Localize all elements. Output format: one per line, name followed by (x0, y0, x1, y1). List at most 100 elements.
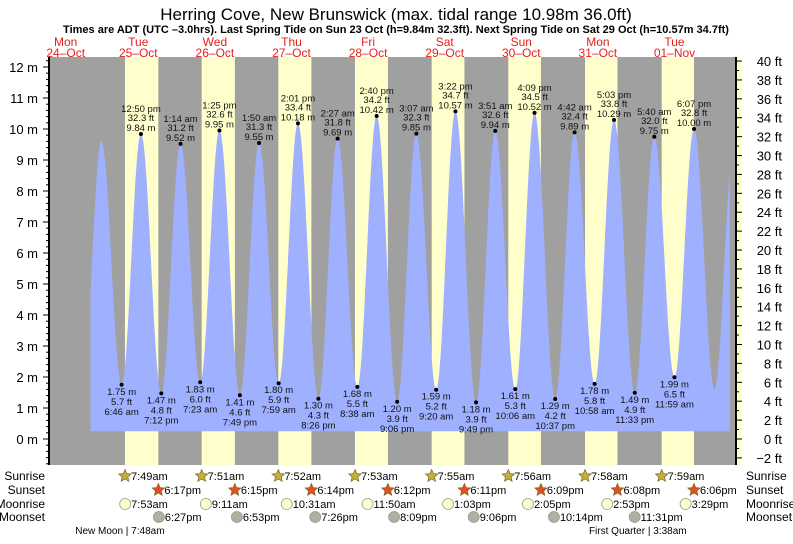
tide-label-m: 1.83 m (186, 384, 215, 395)
moonset-moon-icon (388, 511, 401, 523)
right-tick-label: 4 ft (764, 394, 782, 409)
day-label-date: 29–Oct (425, 46, 464, 60)
tide-label-time: 1:14 am (163, 114, 197, 125)
sunset-time: 6:08pm (623, 485, 660, 497)
sunset-star-icon (227, 482, 242, 497)
tide-area-path (90, 111, 730, 432)
low-tide-point (513, 387, 518, 392)
low-tide-point (316, 396, 321, 401)
sunset-star-icon (457, 482, 472, 497)
tide-label-m: 10.57 m (438, 100, 472, 111)
daylight-band (738, 57, 741, 465)
tide-label-ft: 3.9 ft (465, 414, 486, 425)
tide-label-time: 4:42 am (557, 102, 591, 113)
moonrise-moon-icon (522, 498, 534, 510)
day-label-date: 25–Oct (119, 46, 158, 60)
day-label-date: 26–Oct (196, 46, 235, 60)
tide-label-m: 1.29 m (541, 401, 570, 412)
right-tick-label: 36 ft (757, 92, 783, 107)
high-tide-point (178, 141, 183, 146)
moonrise-moon-icon (442, 498, 454, 510)
tide-label-m: 10.42 m (359, 105, 393, 116)
moonrise-time: 11:50am (374, 499, 416, 511)
tide-label-time: 2:01 pm (281, 93, 315, 104)
tide-label-m: 1.18 m (462, 404, 491, 415)
tide-label-m: 10.52 m (517, 102, 551, 113)
moonset-time: 11:31pm (641, 512, 683, 524)
tide-label-ft: 4.8 ft (151, 405, 172, 416)
tide-label-ft: 34.2 ft (363, 95, 390, 106)
tide-label-time: 9:20 am (419, 412, 453, 423)
tide-label-time: 8:38 am (340, 409, 374, 420)
sunset-time: 6:14pm (317, 485, 354, 497)
sunset-time: 6:17pm (164, 485, 201, 497)
row-label-moonset: Moonset (0, 510, 46, 524)
tide-label-m: 9.69 m (323, 128, 352, 139)
high-tide-point (138, 131, 143, 136)
sunrise-star-icon (578, 468, 593, 483)
moonrise-moon-icon (361, 498, 374, 510)
tide-label-ft: 6.0 ft (190, 394, 211, 405)
left-tick-label: 5 m (16, 277, 38, 292)
sunrise-star-icon (194, 468, 209, 483)
moonset-moon-icon (309, 511, 322, 523)
high-tide-point (652, 134, 657, 139)
moonrise-time: 9:11am (212, 499, 248, 511)
sunset-time: 6:11pm (470, 485, 506, 497)
tide-label-time: 1:50 am (242, 113, 276, 124)
tide-label-time: 4:09 pm (517, 83, 551, 94)
left-tick-label: 1 m (16, 401, 38, 416)
left-tick-label: 8 m (16, 184, 38, 199)
sunset-star-icon (533, 482, 548, 497)
tide-label-ft: 5.2 ft (426, 402, 447, 413)
low-tide-point (237, 393, 242, 398)
tide-label-time: 9:06 pm (380, 424, 414, 435)
tide-area (90, 111, 730, 432)
left-tick-label: 6 m (16, 246, 38, 261)
moonset-time: 7:26pm (321, 512, 358, 524)
moonrise-time: 10:31am (293, 499, 336, 511)
high-tide-point (335, 136, 340, 141)
sunrise-time: 7:56am (514, 471, 551, 483)
sunrise-star-icon (347, 468, 362, 483)
sunset-time: 6:12pm (394, 485, 431, 497)
tide-label-time: 5:03 pm (597, 90, 631, 101)
tide-label-time: 9:49 pm (459, 424, 493, 435)
tide-label-m: 9.52 m (166, 133, 195, 144)
high-tide-point (493, 128, 498, 133)
tide-label-m: 9.89 m (560, 121, 589, 132)
right-tick-label: 22 ft (757, 224, 783, 239)
sunset-star-icon (304, 482, 319, 497)
tide-label-m: 1.99 m (660, 379, 689, 390)
tide-label-ft: 4.3 ft (308, 411, 329, 422)
moonset-time: 6:53pm (243, 512, 280, 524)
tide-label-time: 10:37 pm (535, 421, 575, 432)
tide-label-time: 5:40 am (637, 107, 671, 118)
sunset-time: 6:06pm (700, 485, 737, 497)
day-label-dow: Sun (511, 35, 532, 49)
low-tide-point (198, 380, 203, 385)
sunrise-time: 7:52am (284, 471, 321, 483)
axes: 12 m 11 m 10 m 9 m 8 m 7 m 6 m 5 m 4 m 3 m 2 m 1 m 0… (9, 54, 782, 466)
tide-label-time: 6:46 am (104, 407, 138, 418)
tide-label-m: 1.30 m (304, 401, 333, 412)
tide-label-time: 7:59 am (262, 405, 296, 416)
tide-label-time: 10:06 am (495, 411, 535, 422)
day-label-date: 31–Oct (579, 46, 618, 60)
sunrise-time: 7:55am (438, 471, 475, 483)
moonset-moon-icon (628, 511, 641, 523)
right-tick-label: 24 ft (757, 205, 783, 220)
moonrise-time: 1:03pm (454, 499, 491, 511)
tide-label-ft: 5.9 ft (268, 395, 289, 406)
low-tide-point (395, 399, 400, 404)
moonset-moon-icon (467, 511, 480, 523)
high-tide-point (374, 113, 379, 118)
day-label-date: 01–Nov (654, 46, 695, 60)
sunrise-star-icon (654, 468, 669, 483)
left-tick-label: 2 m (16, 370, 38, 385)
tide-label-time: 6:07 pm (677, 99, 711, 110)
tide-label-time: 3:07 am (399, 104, 433, 115)
row-label-sunrise: Sunrise (4, 469, 45, 483)
moonset-time: 10:14pm (560, 512, 603, 524)
